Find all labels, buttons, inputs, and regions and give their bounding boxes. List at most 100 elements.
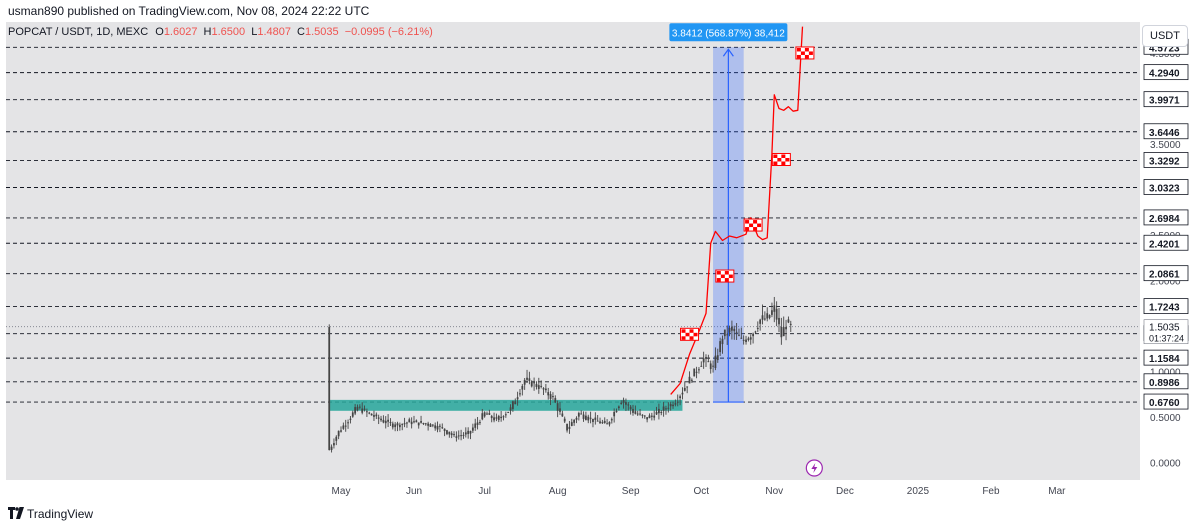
candle-body [573,419,576,423]
x-tick-label: Jun [406,486,422,497]
candle-body [448,431,451,435]
candle-body [721,338,724,345]
candle-body [351,412,354,417]
level-label-box [1143,179,1189,195]
candle-body [540,385,543,387]
candle-body [429,424,432,427]
open-value: 1.6027 [163,26,198,38]
candle-body [780,327,783,338]
candle-body [716,355,719,361]
candle-body [358,406,361,408]
x-tick-label: 2025 [907,486,930,497]
candle-body [533,382,535,384]
candle-body [665,408,667,410]
candle-body [530,381,533,387]
candle-body [380,418,382,421]
candle-body [674,403,677,405]
candle-body [408,419,411,423]
candle-body [450,433,453,436]
level-label: 3.3292 [1149,156,1180,167]
candle-body [695,371,698,373]
x-tick-label: Feb [982,486,1000,497]
flag-cell [785,157,790,162]
close-label: C [297,26,305,38]
candle-body [608,421,611,425]
x-tick-label: Mar [1048,486,1066,497]
flag-cell [781,154,786,158]
measure-arrowhead [722,48,734,57]
flag-cell [796,54,801,59]
candle-body [328,327,331,450]
candle-body [681,392,684,395]
candle-body [592,418,594,422]
candle-body [646,417,649,420]
measure-label: 3.8412 (568.87%) 38,412 [672,28,785,39]
candle-body [453,434,455,436]
candle-body [766,313,769,319]
level-label-box [1143,123,1189,140]
candle-body [502,416,505,418]
candle-body [431,424,434,426]
flag-cell [693,332,698,337]
high-label: H [203,26,212,38]
flag-cell [689,329,694,333]
y-tick-label: 2.0000 [1150,277,1181,288]
candle-body [625,402,627,405]
candle-body [731,326,733,331]
checkered-flag-icon [795,46,815,60]
candle-body [495,417,498,419]
y-tick-label: 1.0000 [1150,368,1181,379]
level-label: 4.2940 [1149,69,1180,80]
candle-body [570,422,573,426]
candle-body [439,425,441,427]
flag-cell [757,223,762,228]
level-label-box [1143,234,1189,251]
candle-body [747,338,750,340]
candle-body [384,420,387,424]
candle-body [738,334,740,336]
candle-body [403,423,406,425]
candle-body [481,413,484,420]
plot-area [6,22,1140,480]
candle-body [639,413,641,415]
chart-frame[interactable]: May Jun Jul Aug Sep Oct Nov Dec 2025 Feb Mar 0.0000… [0,22,1200,502]
high-value: 1.6500 [211,26,246,38]
candle-body [441,427,444,429]
candle-body [686,386,689,388]
candle-body [672,404,674,407]
flag-cell [804,54,809,59]
flag-cell [724,278,729,282]
level-label: 3.6446 [1149,128,1180,139]
candle-body [509,407,512,411]
candle-body [700,365,703,367]
tradingview-logo-icon [8,507,24,519]
flag-cell [749,223,754,228]
candle-body [761,315,764,320]
level-label: 4.5723 [1149,43,1180,54]
candle-body [778,317,780,325]
candle-body [446,430,448,435]
candle-body [516,397,519,400]
flag-cell [681,336,686,340]
candle-body [368,412,371,414]
level-label: 2.0861 [1149,270,1180,281]
candle-body [735,331,738,333]
candle-body [582,414,585,419]
level-label: 3.0323 [1149,184,1180,195]
currency-button[interactable]: USDT [1142,25,1188,47]
candle-body [660,412,663,414]
candle-body [542,388,545,390]
candle-body [613,411,616,417]
price-chart[interactable]: May Jun Jul Aug Sep Oct Nov Dec 2025 Feb Mar 0.0000… [0,22,1200,502]
publisher-header: usman890 published on TradingView.com, N… [0,0,1200,22]
candle-body [587,416,590,421]
candle-body [561,413,564,417]
publisher-text: usman890 published on TradingView.com, N… [8,4,370,18]
flag-cell [808,51,813,55]
flag-cell [753,227,758,231]
candle-body [523,379,526,385]
candle-body [580,413,583,415]
open-label: O [155,26,164,38]
candle-body [599,421,601,424]
candle-body [782,327,785,337]
